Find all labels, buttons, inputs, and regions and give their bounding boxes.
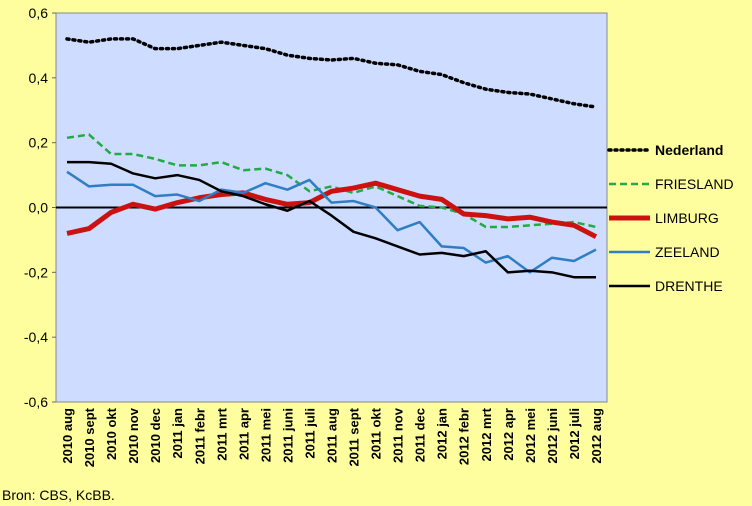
series-line (67, 160, 596, 279)
x-tick-label: 2011 dec (413, 408, 428, 462)
series-line (65, 37, 598, 109)
x-tick-label: 2012 mrt (479, 407, 494, 461)
x-tick-label: 2011 mei (258, 408, 273, 462)
series-line (66, 180, 598, 239)
x-tick-label: 2012 aug (589, 408, 604, 464)
x-tick-label: 2011 juni (280, 408, 295, 463)
x-tick-label: 2012 apr (501, 408, 516, 461)
legend-label: DRENTHE (655, 278, 723, 294)
x-tick-label: 2012 febr (457, 408, 472, 465)
x-tick-label: 2010 okt (104, 407, 119, 460)
x-tick-label: 2011 febr (192, 408, 207, 464)
x-tick-label: 2011 okt (369, 407, 384, 459)
y-tick-label: -0,6 (24, 394, 48, 410)
y-tick-label: 0,2 (29, 135, 49, 151)
x-tick-label: 2011 mrt (214, 407, 229, 460)
source: Bron: CBS, KcBB. (2, 487, 115, 503)
y-tick-label: 0,0 (29, 200, 49, 216)
x-tick-label: 2012 juni (545, 408, 560, 464)
x-tick-label: 2011 jan (170, 408, 185, 459)
series-line (66, 133, 597, 229)
x-tick-label: 2011 nov (391, 407, 406, 463)
x-tick-label: 2012 jan (435, 408, 450, 459)
y-tick-label: 0,4 (29, 70, 49, 86)
x-tick-label: 2011 apr (236, 408, 251, 460)
x-tick-label: 2011 aug (325, 408, 340, 463)
x-tick-label: 2010 dec (148, 408, 163, 463)
legend-label: ZEELAND (655, 244, 720, 260)
x-tick-label: 2010 sept (82, 407, 97, 467)
y-tick-label: -0,2 (24, 264, 48, 280)
x-tick-label: 2012 juli (567, 408, 582, 459)
x-tick-label: 2011 sept (347, 407, 362, 466)
legend-label: LIMBURG (655, 210, 719, 226)
legend-label: FRIESLAND (655, 176, 734, 192)
legend-label: Nederland (655, 142, 723, 158)
x-tick-label: 2010 nov (126, 407, 141, 463)
series-line (66, 170, 597, 274)
y-tick-label: 0,6 (29, 5, 49, 21)
x-tick-label: 2010 aug (60, 408, 75, 464)
x-tick-label: 2011 juli (302, 408, 317, 459)
x-tick-label: 2012 mei (523, 408, 538, 463)
y-tick-label: -0,4 (24, 329, 48, 345)
